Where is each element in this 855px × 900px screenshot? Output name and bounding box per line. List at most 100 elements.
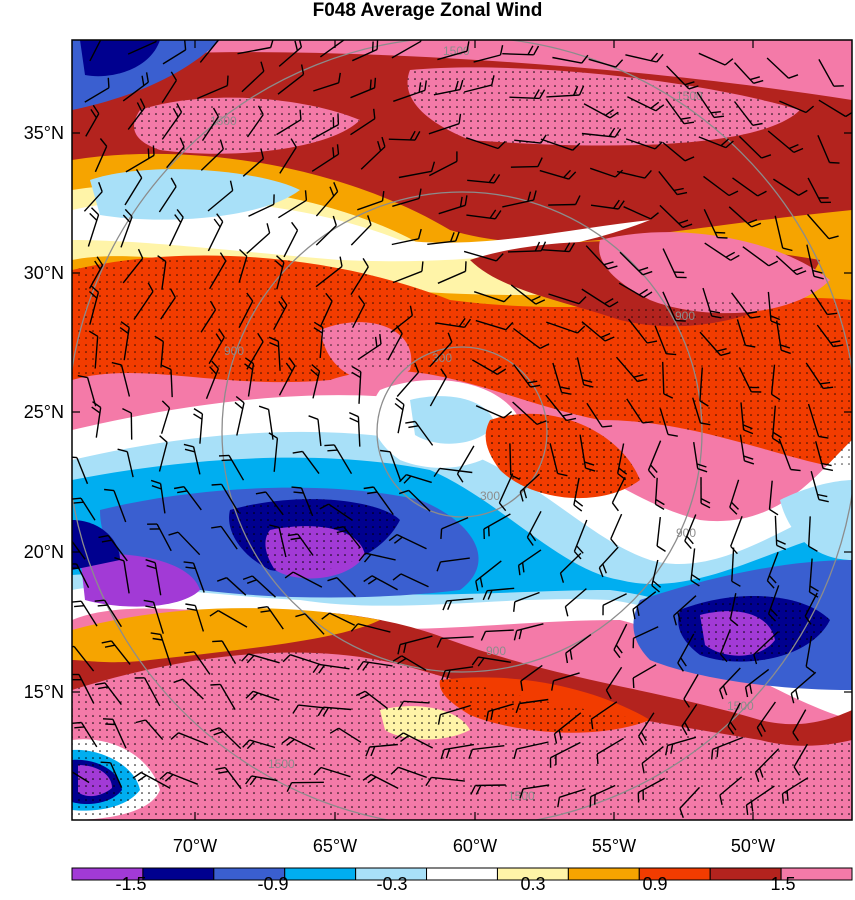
wind-barb-feather bbox=[333, 182, 339, 192]
wind-barb-staff bbox=[208, 260, 227, 290]
wind-barb-feather bbox=[492, 365, 502, 373]
wind-barb-feather bbox=[536, 420, 547, 426]
wind-barb-staff bbox=[304, 613, 325, 635]
wind-barb-feather bbox=[294, 40, 299, 51]
wind-barb-feather bbox=[349, 417, 359, 423]
wind-barb-staff bbox=[641, 746, 664, 764]
wind-barb-feather bbox=[244, 357, 254, 365]
range-ring-label: 900 bbox=[676, 526, 696, 540]
wind-barb-feather bbox=[604, 336, 615, 342]
wind-barb-staff bbox=[301, 450, 320, 475]
wind-barb-staff bbox=[200, 148, 224, 171]
wind-barb-staff bbox=[199, 40, 220, 63]
wind-barb-feather bbox=[293, 491, 304, 494]
wind-barb-staff bbox=[591, 701, 618, 720]
wind-barb-feather bbox=[796, 270, 807, 276]
wind-barb-staff bbox=[498, 473, 514, 504]
wind-barb-feather bbox=[105, 723, 116, 726]
wind-barb-staff bbox=[475, 405, 505, 419]
wind-barb-feather bbox=[446, 669, 451, 680]
wind-barb-staff bbox=[193, 651, 211, 675]
wind-barb-staff bbox=[792, 709, 807, 733]
wind-barb-feather bbox=[98, 182, 103, 192]
wind-barb-staff bbox=[437, 270, 466, 284]
wind-barb-feather bbox=[691, 574, 701, 581]
wind-barb-feather bbox=[318, 664, 325, 674]
wind-barb-feather bbox=[370, 746, 376, 757]
wind-barb-feather bbox=[557, 797, 561, 808]
wind-barb-feather bbox=[604, 297, 614, 305]
wind-barb-feather bbox=[332, 147, 335, 158]
range-ring-label: 1500 bbox=[676, 89, 703, 103]
wind-barb-feather bbox=[553, 733, 558, 744]
wind-barb-staff bbox=[806, 213, 830, 240]
wind-barb-feather bbox=[183, 561, 194, 564]
wind-barb-feather bbox=[730, 501, 739, 510]
wind-barb-feather bbox=[441, 670, 446, 681]
wind-barb-feather bbox=[209, 727, 220, 732]
wind-barb-staff bbox=[564, 588, 587, 608]
wind-barb-staff bbox=[248, 203, 275, 217]
wind-barb-feather bbox=[652, 580, 662, 588]
wind-barb-feather bbox=[193, 408, 203, 415]
wind-barb-feather bbox=[561, 391, 572, 395]
wind-barb-staff bbox=[83, 191, 103, 212]
wind-barb-feather bbox=[475, 580, 479, 592]
wind-barb-feather bbox=[60, 539, 70, 541]
wind-barb-feather bbox=[173, 486, 185, 490]
wind-barb-feather bbox=[358, 295, 366, 305]
wind-barb-staff bbox=[520, 664, 543, 682]
wind-barb-staff bbox=[328, 503, 353, 521]
wind-barb-staff bbox=[289, 654, 321, 666]
wind-barb-feather bbox=[268, 432, 278, 439]
wind-barb-feather bbox=[213, 218, 221, 228]
wind-barb-feather bbox=[750, 76, 760, 81]
wind-barb-feather bbox=[515, 703, 521, 714]
wind-barb-staff bbox=[810, 289, 828, 315]
wind-barb-feather bbox=[731, 580, 741, 587]
wind-barb-feather bbox=[373, 108, 376, 119]
wind-barb-feather bbox=[336, 144, 340, 155]
wind-barb-feather bbox=[713, 115, 725, 119]
wind-barb-feather bbox=[291, 486, 302, 489]
wind-barb-feather bbox=[618, 467, 628, 475]
wind-barb-feather bbox=[367, 215, 372, 226]
wind-barb-feather bbox=[211, 525, 222, 529]
wind-barb-staff bbox=[818, 59, 835, 87]
wind-barb-feather bbox=[186, 607, 197, 611]
lat-label-30n: 30°N bbox=[23, 263, 64, 283]
wind-barb-feather bbox=[720, 352, 731, 357]
wind-barb-feather bbox=[527, 191, 532, 202]
wind-barb-feather bbox=[212, 107, 220, 118]
wind-barb-feather bbox=[795, 689, 799, 700]
wind-barb-feather bbox=[94, 599, 105, 602]
wind-barb-feather bbox=[753, 79, 764, 84]
wind-barb-feather bbox=[809, 585, 819, 592]
wind-barb-feather bbox=[312, 664, 320, 673]
wind-barb-feather bbox=[728, 190, 739, 197]
wind-barb-feather bbox=[576, 545, 584, 554]
wind-barb-feather bbox=[379, 334, 382, 345]
wind-barb-staff bbox=[730, 515, 743, 547]
wind-barb-staff bbox=[778, 438, 792, 470]
colorbar-swatch bbox=[142, 867, 215, 881]
wind-barb-feather bbox=[137, 774, 147, 782]
wind-barb-feather bbox=[90, 285, 99, 293]
wind-barb-feather bbox=[497, 141, 506, 149]
wind-barb-staff bbox=[510, 165, 538, 168]
colorbar-label-1-5: 1.5 bbox=[770, 874, 796, 894]
wind-barb-feather bbox=[632, 677, 635, 689]
wind-barb-feather bbox=[114, 557, 125, 562]
wind-barb-feather bbox=[245, 775, 253, 785]
wind-barb-feather bbox=[531, 295, 541, 302]
wind-barb-feather bbox=[356, 661, 364, 671]
wind-barb-feather bbox=[697, 468, 708, 473]
wind-barb-feather bbox=[154, 335, 164, 343]
wind-barb-feather bbox=[520, 680, 524, 692]
wind-barb-feather bbox=[209, 300, 217, 311]
range-ring-label: 1500 bbox=[210, 114, 237, 128]
wind-barb-feather bbox=[583, 384, 594, 388]
wind-barb-staff bbox=[143, 677, 161, 707]
wind-barb-feather bbox=[823, 386, 834, 390]
wind-barb-feather bbox=[107, 77, 110, 88]
